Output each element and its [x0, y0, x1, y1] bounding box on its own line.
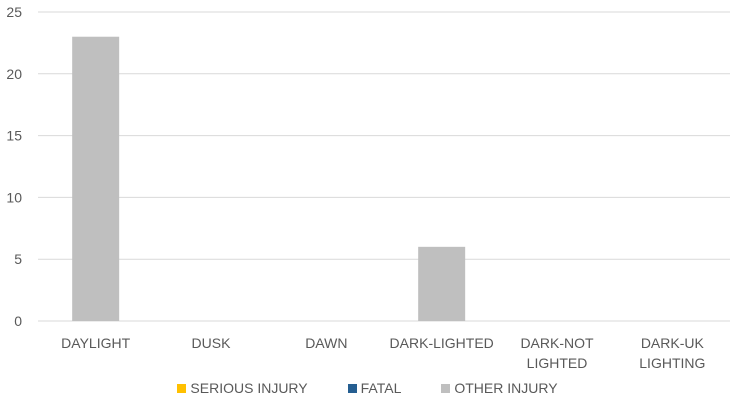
y-tick-label-10: 10 — [6, 189, 22, 205]
legend-label-fatal: FATAL — [360, 380, 402, 396]
gridlines — [38, 11, 730, 322]
x-tick-label-line: DARK-UK — [641, 335, 705, 351]
x-tick-label-line: DAWN — [305, 335, 347, 351]
y-axis-ticks: 0 5 10 15 20 25 — [6, 4, 22, 329]
legend-swatch-serious-injury — [177, 383, 187, 393]
x-tick-label-2: DAWN — [305, 335, 347, 351]
x-tick-label-0: DAYLIGHT — [61, 335, 130, 351]
bar-other-injury-0 — [72, 36, 120, 321]
y-tick-label-20: 20 — [6, 66, 22, 82]
x-tick-label-line: DARK-LIGHTED — [390, 335, 494, 351]
x-tick-label-line: DUSK — [192, 335, 232, 351]
x-tick-label-line: LIGHTING — [639, 355, 705, 371]
x-tick-label-1: DUSK — [192, 335, 232, 351]
x-tick-label-line: DARK-NOT — [520, 335, 594, 351]
legend-label-serious-injury: SERIOUS INJURY — [190, 380, 308, 396]
legend-item-serious-injury: SERIOUS INJURY — [177, 380, 308, 396]
y-tick-label-0: 0 — [14, 313, 22, 329]
legend-item-other-injury: OTHER INJURY — [441, 380, 558, 396]
x-tick-label-5: DARK-UK LIGHTING — [639, 335, 705, 371]
y-tick-label-25: 25 — [6, 4, 22, 20]
legend-swatch-other-injury — [441, 383, 451, 393]
bar-other-injury-3 — [418, 246, 466, 321]
x-tick-label-line: DAYLIGHT — [61, 335, 130, 351]
legend: SERIOUS INJURY FATAL OTHER INJURY — [0, 377, 735, 399]
y-tick-label-15: 15 — [6, 128, 22, 144]
legend-swatch-fatal — [347, 383, 357, 393]
x-tick-label-3: DARK-LIGHTED — [390, 335, 494, 351]
x-axis-ticks: DAYLIGHT DUSK DAWN DARK-LIGHTED DARK-NOT LIGH… — [61, 335, 705, 371]
x-tick-label-4: DARK-NOT LIGHTED — [520, 335, 594, 371]
legend-label-other-injury: OTHER INJURY — [454, 380, 558, 396]
legend-item-fatal: FATAL — [347, 380, 402, 396]
bars — [72, 36, 466, 321]
x-tick-label-line: LIGHTED — [527, 355, 588, 371]
y-tick-label-5: 5 — [14, 251, 22, 267]
